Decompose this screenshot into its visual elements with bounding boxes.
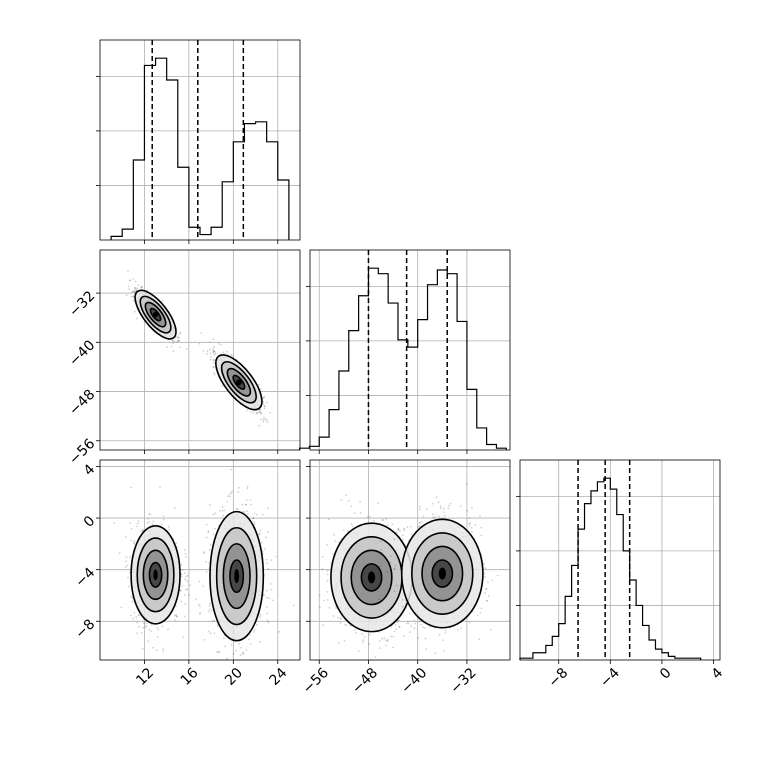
hist-z-xtick-label-3: 4 [709,665,727,683]
hist-y-bin-15 [447,274,457,450]
hist-z-bin-16 [636,605,642,660]
hist-z-bin-20 [662,653,668,660]
hist-x-bin-5 [167,80,178,240]
hist-x-bin-15 [278,180,289,240]
scatter-y-z-xtick-label-1: −48 [349,665,381,697]
scatter-x-y: −32 −40 −48 −56 [66,249,301,468]
scatter-x-z-ytick-label-0: 4 [81,461,99,479]
hist-y-bin-19 [487,444,497,450]
hist-y-bin-8 [378,274,388,450]
hist-z-xtick-label-0: −8 [546,665,572,691]
hist-z-bin-15 [630,580,636,660]
scatter-x-z-xtick-label-2: 20 [222,665,246,689]
hist-z-bin-5 [565,596,571,660]
hist-z-bin-17 [643,625,649,660]
scatter-x-y-ytick-label-1: −40 [66,337,98,369]
scatter-x-z-xtick-label-3: 24 [267,665,291,689]
hist-z-bin-10 [597,482,603,660]
scatter-x-y-ytick-label-0: −32 [66,288,98,320]
hist-y-bin-18 [477,428,487,450]
hist-y-step-outline [298,267,507,450]
scatter-x-y-points [125,270,272,427]
hist-z-bin-4 [559,624,565,660]
hist-z-bin-12 [610,489,616,660]
hist-y-bin-9 [388,303,398,450]
hist-x-bin-9 [211,227,222,240]
hist-z-xtick-label-2: 0 [657,665,675,683]
hist-x-bin-10 [222,182,233,240]
hist-x-bin-8 [200,235,211,240]
hist-z-bin-6 [572,565,578,660]
scatter-x-z: 12 16 20 24 4 0 −4 −8 [72,459,301,689]
scatter-x-z-ytick-label-2: −4 [72,565,98,591]
hist-x-frame [99,39,301,241]
hist-y-bin-5 [349,331,359,450]
scatter-x-z-peak-0 [153,569,158,581]
scatter-y-z: −56 −48 −40 −32 [300,459,511,697]
hist-x-bin-6 [178,167,189,240]
hist-y-bin-17 [467,389,477,450]
scatter-x-y-ytick-label-3: −56 [66,436,98,468]
hist-y-frame [309,249,511,451]
hist-y-bin-11 [408,347,418,450]
scatter-x-y-ytick-label-2: −48 [66,387,98,419]
scatter-x-z-xtick-label-1: 16 [178,665,202,689]
hist-y-bin-14 [437,270,447,450]
scatter-x-z-xtick-label-0: 12 [133,665,157,689]
scatter-x-z-points [113,468,295,660]
hist-z-bin-1 [533,653,546,660]
scatter-x-y-frame [99,249,301,451]
hist-z-bin-8 [585,504,591,660]
hist-y [298,249,511,454]
hist-z-frame [519,459,721,661]
hist-x-bin-3 [144,65,155,240]
scatter-x-y-peak-1 [235,379,242,386]
hist-y-bin-7 [368,268,378,450]
hist-y-bin-6 [359,296,369,450]
hist-z-bin-14 [623,551,629,660]
scatter-y-z-xtick-label-0: −56 [300,665,332,697]
hist-z-bin-2 [546,645,552,660]
scatter-y-z-peak-1 [438,567,446,580]
hist-z: −8 −4 0 4 [516,459,727,691]
hist-x-bin-4 [156,58,167,240]
scatter-x-y-peak-0 [152,311,159,318]
scatter-x-z-peak-1 [234,569,240,584]
scatter-y-z-xtick-label-2: −40 [398,665,430,697]
hist-y-bin-4 [339,371,349,450]
hist-z-bin-18 [649,640,655,660]
hist-y-bin-12 [418,320,428,450]
scatter-y-z-frame [309,459,511,661]
hist-z-bin-9 [591,491,597,660]
hist-x-bin-1 [122,229,133,240]
hist-x-bin-14 [267,142,278,240]
scatter-y-z-points [318,483,499,658]
hist-z-xtick-label-1: −4 [597,665,623,691]
scatter-y-z-xtick-label-3: −32 [447,665,479,697]
scatter-y-z-peak-0 [367,571,376,584]
hist-z-bin-3 [552,636,558,660]
hist-x-bin-13 [256,122,267,240]
hist-x-step-outline [110,57,290,240]
hist-y-bin-16 [457,321,467,450]
scatter-x-z-frame [99,459,301,661]
hist-z-bin-19 [655,649,661,660]
hist-z-bin-13 [617,515,623,660]
hist-y-bin-13 [428,285,438,450]
scatter-x-z-ytick-label-3: −8 [72,616,98,642]
hist-x [96,39,301,244]
hist-y-bin-3 [329,410,339,450]
scatter-x-z-ytick-label-1: 0 [81,513,99,531]
hist-x-bin-2 [133,160,144,240]
hist-y-bin-2 [319,437,329,450]
hist-z-bin-7 [578,529,584,660]
hist-x-bin-12 [244,124,255,240]
hist-z-step-outline [519,477,702,660]
